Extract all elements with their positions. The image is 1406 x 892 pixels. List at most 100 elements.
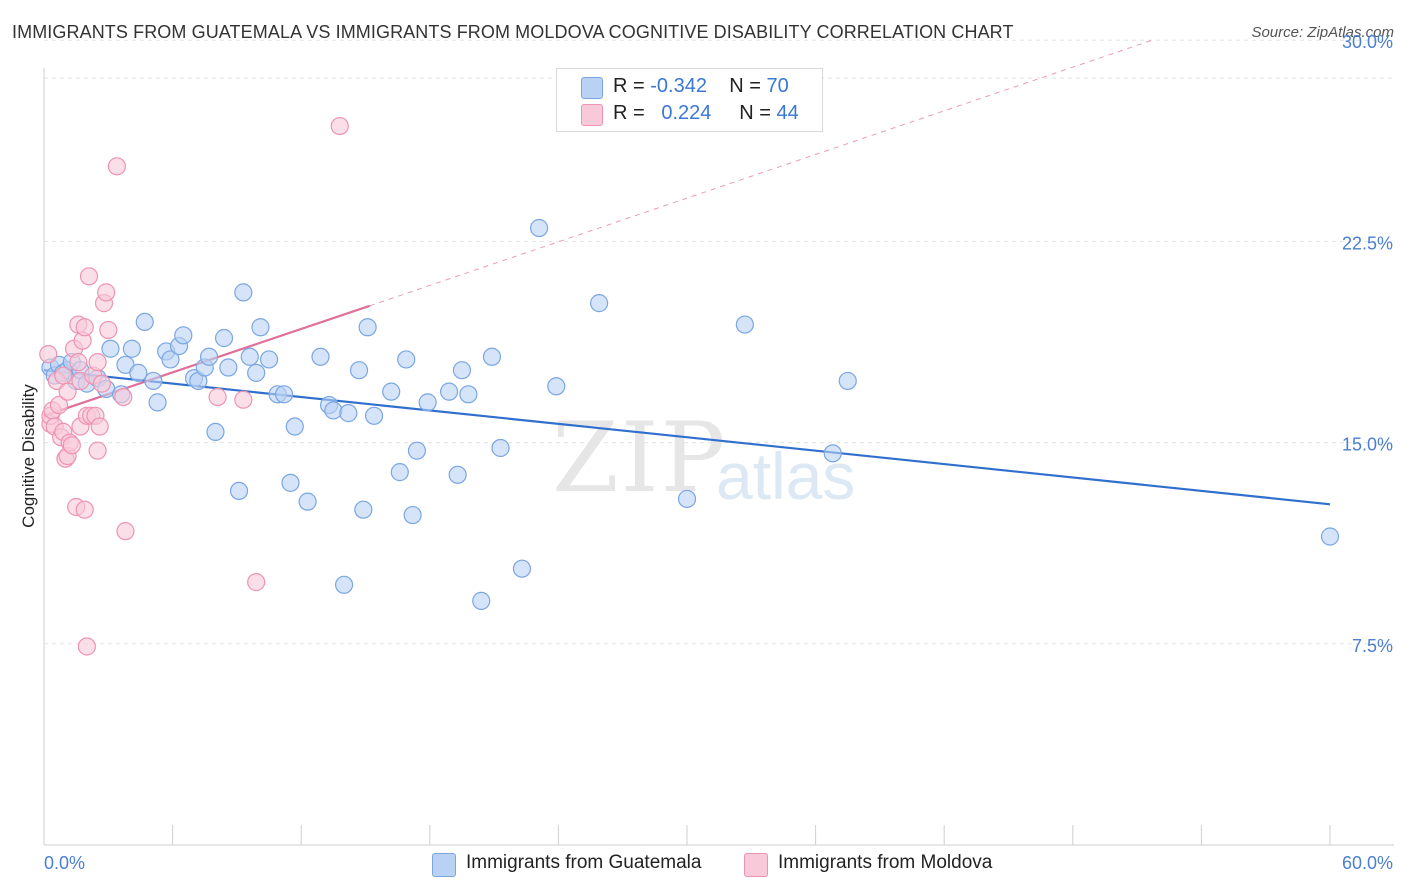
- guatemala-point: [229, 481, 249, 501]
- axes: [43, 68, 1394, 846]
- guatemala-point: [199, 347, 219, 366]
- guatemala-point: [285, 417, 304, 436]
- legend-n-label: N =: [729, 75, 761, 97]
- x-tick-label: 60.0%: [1342, 853, 1393, 873]
- guatemala-point: [491, 438, 510, 458]
- legend-n-value: 70: [766, 75, 789, 97]
- guatemala-point: [418, 393, 437, 412]
- guatemala-point: [407, 441, 427, 460]
- guatemala-point: [219, 358, 238, 377]
- guatemala-point: [324, 401, 343, 420]
- guatemala-swatch: [581, 77, 603, 99]
- guatemala-point: [390, 463, 409, 482]
- moldova-point: [90, 417, 109, 436]
- moldova-legend-label: Immigrants from Moldova: [778, 852, 993, 873]
- legend-r-label: R =: [613, 102, 645, 124]
- moldova-trend-extension: [369, 39, 1153, 307]
- guatemala-point: [547, 377, 566, 396]
- guatemala-point: [240, 347, 259, 366]
- guatemala-legend-label: Immigrants from Guatemala: [466, 852, 702, 873]
- guatemala-point: [358, 318, 377, 337]
- guatemala-point: [512, 559, 532, 578]
- guatemala-point: [339, 404, 358, 423]
- guatemala-point: [364, 406, 384, 425]
- moldova-point: [75, 500, 94, 519]
- guatemala-point: [259, 350, 279, 369]
- guatemala-point: [838, 371, 857, 391]
- guatemala-point: [161, 350, 180, 369]
- guatemala-point: [403, 505, 422, 525]
- moldova-point: [79, 267, 99, 286]
- moldova-point: [75, 318, 94, 337]
- moldova-point: [69, 353, 88, 372]
- guatemala-point: [448, 465, 467, 484]
- legend-r-label: R =: [613, 75, 645, 97]
- moldova-point: [330, 116, 349, 136]
- y-axis-label: Cognitive Disability: [19, 384, 38, 528]
- moldova-point: [99, 320, 118, 340]
- chart-title: IMMIGRANTS FROM GUATEMALA VS IMMIGRANTS …: [12, 22, 1014, 42]
- guatemala-point: [472, 591, 491, 610]
- guatemala-point: [334, 575, 354, 594]
- moldova-point: [247, 573, 266, 592]
- moldova-point: [114, 387, 133, 407]
- moldova-point: [92, 374, 111, 393]
- moldova-point: [208, 387, 227, 407]
- moldova-point: [116, 522, 135, 541]
- legend-r-value: 0.224: [661, 102, 712, 124]
- guatemala-point: [298, 492, 317, 511]
- guatemala-point: [1320, 527, 1340, 546]
- legend-r-value: -0.342: [650, 75, 707, 97]
- data-points: [39, 116, 1340, 656]
- guatemala-point: [206, 422, 225, 441]
- moldova-point: [97, 283, 116, 302]
- moldova-point: [234, 390, 253, 409]
- guatemala-point: [274, 385, 294, 404]
- moldova-point: [39, 344, 58, 364]
- moldova-point: [49, 395, 69, 415]
- guatemala-point: [144, 371, 163, 391]
- guatemala-point: [452, 361, 472, 380]
- y-tick-label: 15.0%: [1342, 435, 1393, 455]
- moldova-point: [77, 637, 96, 656]
- guatemala-point: [677, 489, 697, 509]
- moldova-point: [54, 366, 73, 385]
- guatemala-point: [354, 500, 373, 519]
- guatemala-point: [101, 339, 120, 358]
- y-tick-label: 22.5%: [1342, 233, 1393, 253]
- correlation-legend: R = -0.342 N = 70 R = 0.224 N = 44: [556, 68, 823, 132]
- legend-n-value: 44: [776, 102, 799, 124]
- moldova-point: [107, 157, 126, 176]
- guatemala-point: [735, 315, 754, 334]
- guatemala-point: [129, 363, 148, 382]
- y-tick-label: 30.0%: [1342, 32, 1393, 52]
- moldova-legend-swatch: [744, 853, 768, 877]
- guatemala-point: [439, 382, 459, 401]
- guatemala-point: [459, 385, 478, 404]
- guatemala-point: [823, 444, 842, 463]
- guatemala-point: [122, 339, 141, 358]
- guatemala-point: [214, 328, 234, 348]
- guatemala-point: [311, 347, 330, 366]
- moldova-point: [62, 436, 81, 455]
- axis-labels: 7.5% 15.0% 22.5% 30.0% 0.0% 60.0% Cognitive Di…: [19, 32, 1393, 873]
- source-label: Source: ZipAtlas.com: [1251, 24, 1394, 41]
- guatemala-point: [349, 361, 369, 380]
- guatemala-point: [174, 326, 193, 345]
- guatemala-legend-swatch: [432, 853, 456, 877]
- guatemala-point: [116, 355, 135, 374]
- moldova-point: [88, 353, 107, 372]
- guatemala-point: [590, 294, 609, 313]
- y-tick-label: 7.5%: [1352, 636, 1393, 656]
- guatemala-point: [382, 382, 401, 401]
- guatemala-point: [530, 218, 549, 238]
- guatemala-point: [135, 312, 154, 332]
- guatemala-point: [397, 350, 416, 369]
- moldova-point: [58, 382, 77, 401]
- guatemala-trend-line: [43, 369, 1331, 506]
- moldova-swatch: [581, 104, 603, 126]
- guatemala-point: [482, 347, 502, 366]
- guatemala-point: [251, 318, 270, 337]
- guatemala-point: [281, 473, 300, 492]
